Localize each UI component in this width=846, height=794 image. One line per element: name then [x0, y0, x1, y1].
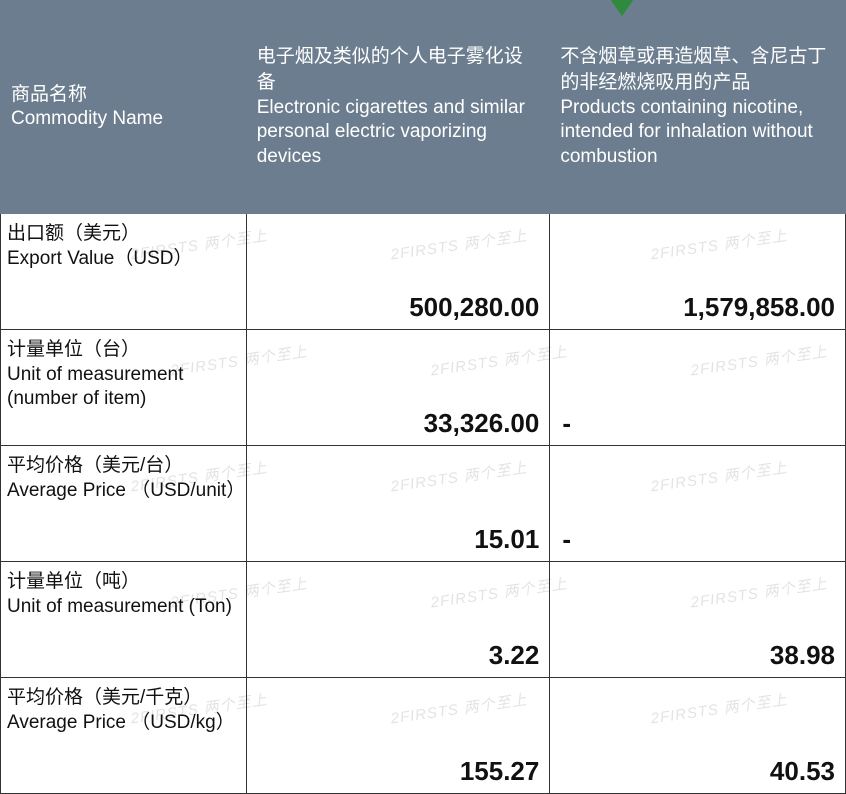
row-label: 出口额（美元） Export Value（USD）: [7, 222, 240, 271]
value-col2: -: [562, 524, 571, 555]
header-col1-en: Electronic cigarettes and similar person…: [257, 96, 540, 170]
row-label-en: Unit of measurement (Ton): [7, 595, 240, 620]
value-col1: 155.27: [460, 756, 540, 787]
row-label-cell: 出口额（美元） Export Value（USD）: [1, 214, 247, 330]
row-label-en: Average Price （USD/unit）: [7, 479, 240, 504]
header-col1-cn: 电子烟及类似的个人电子雾化设备: [257, 44, 540, 95]
header-name-en: Commodity Name: [11, 107, 236, 132]
table-body: 出口额（美元） Export Value（USD） 500,280.00 1,579…: [1, 214, 846, 794]
row-label-cell: 计量单位（台）Unit of measurement (number of it…: [1, 330, 247, 446]
row-label-en: Export Value（USD）: [7, 247, 240, 272]
row-value-col1: 3.22: [246, 562, 550, 678]
header-col2-cn: 不含烟草或再造烟草、含尼古丁的非经燃烧吸用的产品: [560, 44, 835, 95]
row-value-col1: 155.27: [246, 678, 550, 794]
row-label-cell: 平均价格（美元/千克）Average Price （USD/kg）: [1, 678, 247, 794]
pointer-arrow-icon: [608, 0, 636, 16]
value-col1: 15.01: [474, 524, 539, 555]
value-col1: 500,280.00: [409, 292, 539, 323]
table-row: 出口额（美元） Export Value（USD） 500,280.00 1,579…: [1, 214, 846, 330]
header-name-cn: 商品名称: [11, 82, 236, 108]
row-label-cn: 出口额（美元）: [7, 222, 240, 247]
row-value-col1: 15.01: [246, 446, 550, 562]
value-col1: 3.22: [489, 640, 540, 671]
row-value-col2: 38.98: [550, 562, 846, 678]
row-value-col1: 500,280.00: [246, 214, 550, 330]
table-row: 平均价格（美元/千克）Average Price （USD/kg） 155.27 4…: [1, 678, 846, 794]
row-label: 平均价格（美元/千克）Average Price （USD/kg）: [7, 686, 240, 735]
row-label: 计量单位（台）Unit of measurement (number of it…: [7, 338, 240, 412]
header-name: 商品名称 Commodity Name: [1, 1, 247, 214]
table-row: 计量单位（台）Unit of measurement (number of it…: [1, 330, 846, 446]
row-label-cn: 计量单位（台）: [7, 338, 240, 363]
header-col2: 不含烟草或再造烟草、含尼古丁的非经燃烧吸用的产品 Products contai…: [550, 1, 846, 214]
row-label: 平均价格（美元/台）Average Price （USD/unit）: [7, 454, 240, 503]
row-label-cell: 计量单位（吨）Unit of measurement (Ton): [1, 562, 247, 678]
row-label-cn: 计量单位（吨）: [7, 570, 240, 595]
row-label-en: Unit of measurement (number of item): [7, 363, 240, 412]
value-col2: 40.53: [770, 756, 835, 787]
row-value-col2: 1,579,858.00: [550, 214, 846, 330]
header-col1: 电子烟及类似的个人电子雾化设备 Electronic cigarettes an…: [246, 1, 550, 214]
header-col2-en: Products containing nicotine, intended f…: [560, 96, 835, 170]
row-value-col2: 40.53: [550, 678, 846, 794]
row-value-col2: -: [550, 446, 846, 562]
row-label-en: Average Price （USD/kg）: [7, 711, 240, 736]
table-row: 平均价格（美元/台）Average Price （USD/unit） 15.01-: [1, 446, 846, 562]
value-col2: 38.98: [770, 640, 835, 671]
row-label-cn: 平均价格（美元/千克）: [7, 686, 240, 711]
row-value-col2: -: [550, 330, 846, 446]
value-col2: -: [562, 408, 571, 439]
commodity-table: 商品名称 Commodity Name 电子烟及类似的个人电子雾化设备 Elec…: [0, 0, 846, 794]
table-row: 计量单位（吨）Unit of measurement (Ton) 3.22 38.9…: [1, 562, 846, 678]
value-col1: 33,326.00: [424, 408, 540, 439]
table-header-row: 商品名称 Commodity Name 电子烟及类似的个人电子雾化设备 Elec…: [1, 1, 846, 214]
row-label: 计量单位（吨）Unit of measurement (Ton): [7, 570, 240, 619]
value-col2: 1,579,858.00: [683, 292, 835, 323]
row-label-cn: 平均价格（美元/台）: [7, 454, 240, 479]
row-label-cell: 平均价格（美元/台）Average Price （USD/unit）: [1, 446, 247, 562]
row-value-col1: 33,326.00: [246, 330, 550, 446]
